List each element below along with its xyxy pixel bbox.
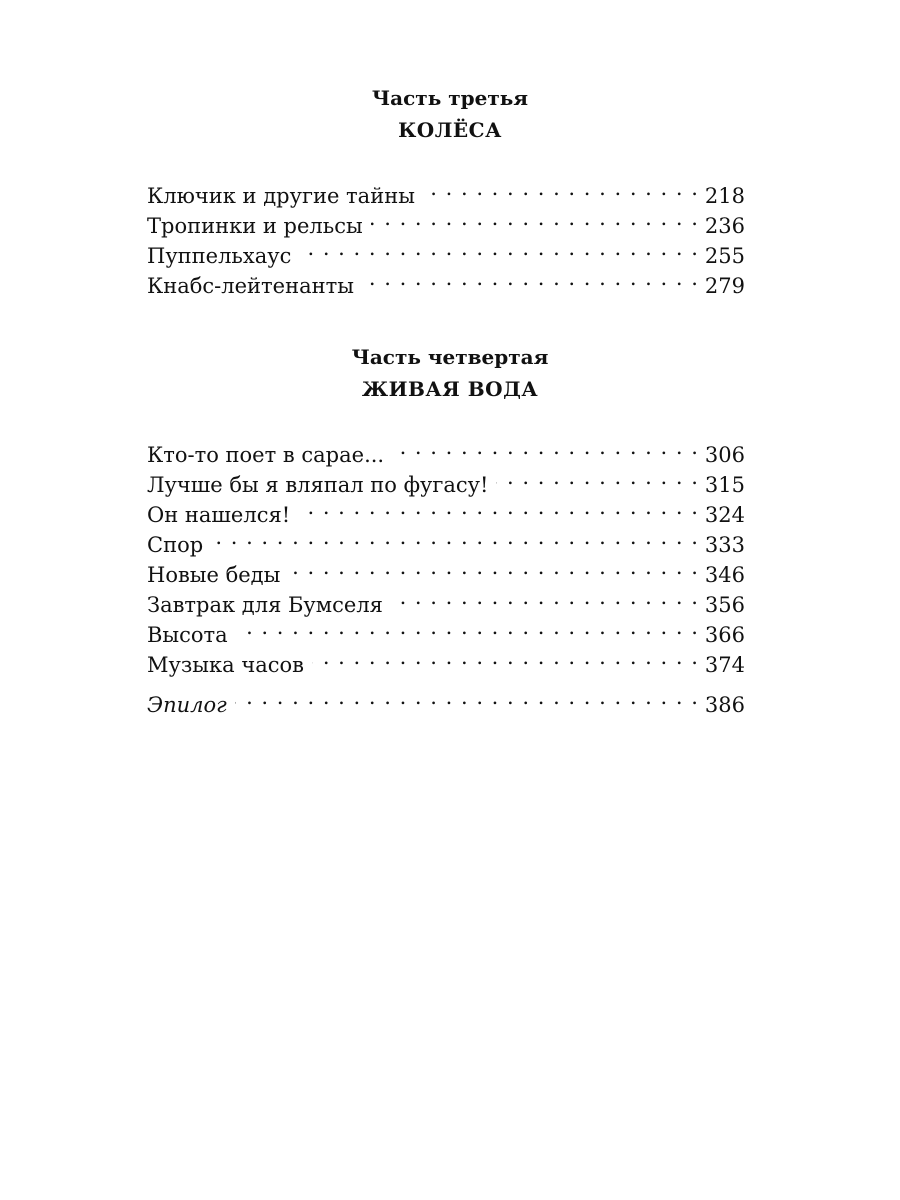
leader-dots (391, 582, 699, 612)
part-label: Часть третья (371, 86, 529, 110)
entry-title: Высота (147, 623, 228, 647)
leader-dots (496, 462, 698, 492)
leader-dots (362, 263, 699, 293)
entry-title: Кнабс-лейтенанты (147, 274, 354, 298)
toc-entry[interactable]: Пуппельхаус 255 (147, 233, 745, 268)
leader-dots (288, 552, 699, 582)
entry-page: 218 (704, 184, 745, 208)
toc-entry[interactable]: Тропинки и рельсы236 (147, 203, 745, 238)
leader-dots (298, 492, 699, 522)
entry-page: 356 (704, 593, 745, 617)
entry-page: 315 (704, 473, 745, 497)
entry-page: 306 (704, 443, 745, 467)
leader-dots (371, 203, 699, 233)
part-four-heading: Часть четвертая ЖИВАЯ ВОДА (0, 341, 900, 405)
part-three-heading: Часть третья КОЛЁСА (0, 82, 900, 146)
leader-dots (299, 233, 699, 263)
entry-page: 386 (704, 693, 745, 717)
leader-dots (423, 173, 699, 203)
toc-entry[interactable]: Спор 333 (147, 522, 745, 557)
toc-entry[interactable]: Завтрак для Бумселя356 (147, 582, 745, 617)
leader-dots (236, 612, 699, 642)
entry-page: 366 (704, 623, 745, 647)
leader-dots (211, 522, 699, 552)
entry-page: 346 (704, 563, 745, 587)
part-title: КОЛЁСА (398, 118, 502, 142)
entry-page: 236 (704, 214, 745, 238)
toc-entry-epilogue[interactable]: Эпилог 386 (147, 682, 745, 717)
toc-entry[interactable]: Кто-то поет в сарае... 306 (147, 432, 745, 467)
toc-entry[interactable]: Новые беды 346 (147, 552, 745, 587)
entry-title: Кто-то поет в сарае... (147, 443, 385, 467)
entry-page: 374 (704, 653, 745, 677)
toc-entry[interactable]: Кнабс-лейтенанты 279 (147, 263, 745, 298)
toc-entry[interactable]: Музыка часов 374 (147, 642, 745, 677)
toc-entry[interactable]: Высота 366 (147, 612, 745, 647)
leader-dots (392, 432, 699, 462)
leader-dots (235, 682, 699, 712)
part-title: ЖИВАЯ ВОДА (361, 377, 539, 401)
entry-title: Спор (147, 533, 204, 557)
entry-title: Пуппельхаус (147, 244, 292, 268)
entry-title: Эпилог (147, 693, 227, 717)
entry-page: 333 (704, 533, 745, 557)
leader-dots (312, 642, 699, 672)
part-four-toc: Кто-то поет в сарае...306 Лучше бы я вля… (147, 432, 745, 717)
entry-page: 324 (704, 503, 745, 527)
entry-page: 255 (704, 244, 745, 268)
part-three-toc: Ключик и другие тайны218 Тропинки и рель… (147, 173, 745, 298)
toc-entry[interactable]: Ключик и другие тайны218 (147, 173, 745, 208)
entry-page: 279 (704, 274, 745, 298)
entry-title: Новые беды (147, 563, 281, 587)
entry-title: Музыка часов (147, 653, 304, 677)
part-label: Часть четвертая (351, 345, 549, 369)
